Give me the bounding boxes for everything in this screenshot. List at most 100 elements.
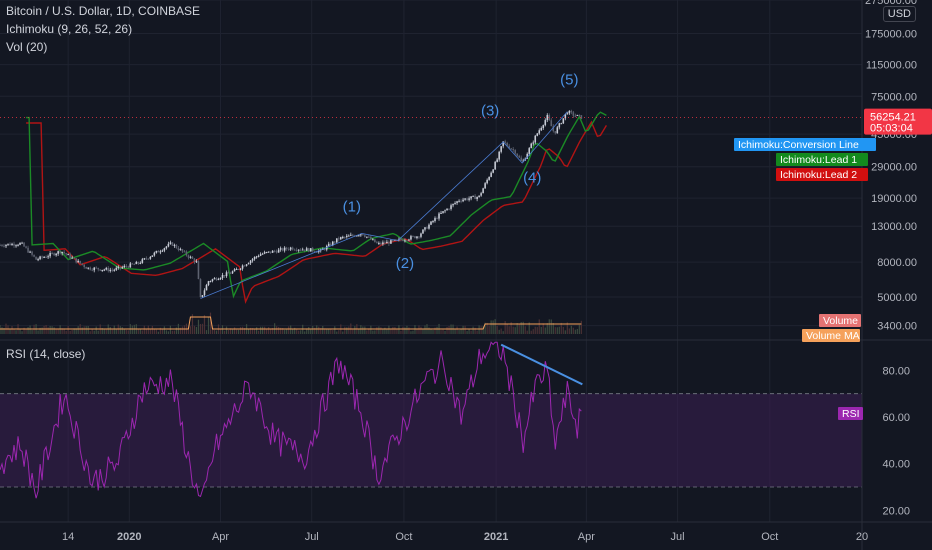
volume-bar bbox=[456, 326, 458, 334]
volume-legend[interactable]: Vol (20) bbox=[6, 40, 48, 54]
candle-body bbox=[9, 243, 11, 246]
volume-bar bbox=[496, 325, 498, 334]
indicator-tag-label: Ichimoku:Lead 2 bbox=[780, 169, 857, 181]
volume-bar bbox=[390, 329, 392, 334]
rsi-legend[interactable]: RSI (14, close) bbox=[6, 347, 86, 361]
volume-bar bbox=[408, 327, 410, 334]
volume-bar bbox=[344, 326, 346, 334]
volume-bar bbox=[193, 325, 196, 334]
candle-body bbox=[29, 251, 31, 253]
candle-body bbox=[179, 249, 182, 251]
volume-bar bbox=[73, 328, 75, 334]
candle-body bbox=[570, 110, 573, 113]
volume-bar bbox=[400, 330, 402, 334]
candle-body bbox=[129, 263, 132, 268]
candle-body bbox=[568, 110, 571, 114]
candle-body bbox=[39, 256, 41, 260]
volume-bar bbox=[320, 328, 322, 334]
candle-body bbox=[31, 251, 33, 255]
ichimoku-lead1-line bbox=[26, 111, 607, 299]
volume-bar bbox=[326, 328, 328, 334]
volume-bar bbox=[125, 329, 127, 334]
candle-body bbox=[410, 236, 412, 240]
candle-body bbox=[11, 243, 13, 246]
volume-bar bbox=[111, 329, 113, 334]
volume-bar bbox=[47, 327, 49, 334]
volume-bar bbox=[334, 326, 336, 334]
volume-bar bbox=[207, 316, 210, 334]
currency-button[interactable]: USD bbox=[882, 6, 916, 22]
volume-bar bbox=[11, 326, 13, 334]
volume-bar bbox=[183, 325, 186, 334]
volume-bar bbox=[546, 323, 548, 334]
candle-body bbox=[574, 115, 577, 117]
candle-body bbox=[243, 265, 246, 267]
candle-body bbox=[360, 234, 362, 236]
candle-body bbox=[388, 241, 390, 244]
time-tick-label: Apr bbox=[578, 531, 595, 543]
candle-body bbox=[275, 251, 278, 253]
candle-body bbox=[414, 236, 416, 239]
volume-bar bbox=[366, 330, 368, 334]
candle-body bbox=[215, 278, 218, 280]
volume-bar bbox=[195, 326, 198, 334]
candle-body bbox=[45, 256, 47, 258]
candle-body bbox=[43, 256, 45, 258]
volume-bar bbox=[416, 328, 418, 334]
wave-label-4: (4) bbox=[523, 169, 541, 186]
price-tick-label: 275000.00 bbox=[865, 0, 917, 7]
volume-ma-line bbox=[0, 316, 582, 330]
volume-bar bbox=[53, 327, 55, 334]
volume-bar bbox=[548, 319, 550, 334]
volume-bar bbox=[458, 329, 460, 334]
candle-body bbox=[213, 278, 216, 280]
candle-body bbox=[289, 247, 292, 250]
volume-bar bbox=[21, 331, 23, 334]
volume-bar bbox=[318, 326, 320, 334]
indicator-tag bbox=[776, 153, 868, 166]
candle-body bbox=[348, 235, 350, 237]
candle-body bbox=[57, 251, 59, 254]
volume-bar bbox=[67, 325, 69, 334]
rsi-band bbox=[0, 393, 862, 487]
price-tick-label: 5000.00 bbox=[877, 292, 917, 304]
candle-body bbox=[99, 269, 102, 271]
volume-bar bbox=[262, 326, 264, 334]
volume-bar bbox=[306, 328, 308, 334]
candle-body bbox=[3, 245, 5, 247]
rsi-tick-label: 20.00 bbox=[882, 505, 910, 517]
volume-bar bbox=[255, 327, 258, 334]
volume-bar bbox=[484, 322, 486, 334]
candle-body bbox=[97, 267, 100, 270]
volume-bar bbox=[258, 330, 260, 334]
symbol-legend[interactable]: Bitcoin / U.S. Dollar, 1D, COINBASE bbox=[6, 4, 201, 18]
volume-bar bbox=[165, 330, 167, 334]
candle-body bbox=[580, 115, 583, 119]
volume-bar bbox=[143, 325, 145, 334]
volume-bar bbox=[0, 325, 1, 334]
candle-body bbox=[440, 212, 442, 214]
volume-bar bbox=[308, 326, 310, 334]
candle-body bbox=[392, 240, 394, 242]
ichimoku-legend[interactable]: Ichimoku (9, 26, 52, 26) bbox=[6, 22, 133, 36]
volume-bar bbox=[310, 329, 312, 334]
volume-bar bbox=[314, 327, 316, 334]
volume-bar bbox=[137, 328, 139, 334]
candle-body bbox=[181, 249, 184, 252]
volume-bar bbox=[508, 326, 510, 334]
time-tick-label: Jul bbox=[305, 531, 319, 543]
candle-body bbox=[400, 239, 402, 241]
volume-bar bbox=[442, 329, 444, 334]
candle-body bbox=[41, 256, 43, 258]
last-price-value: 56254.21 bbox=[870, 112, 916, 124]
candle-body bbox=[77, 260, 79, 263]
volume-bar bbox=[556, 327, 558, 334]
volume-bar bbox=[231, 329, 234, 334]
candle-body bbox=[404, 240, 406, 242]
candle-body bbox=[313, 251, 316, 253]
volume-bar bbox=[468, 328, 470, 334]
candle-body bbox=[87, 267, 90, 269]
volume-bar bbox=[65, 330, 67, 334]
volume-bar bbox=[41, 327, 43, 334]
